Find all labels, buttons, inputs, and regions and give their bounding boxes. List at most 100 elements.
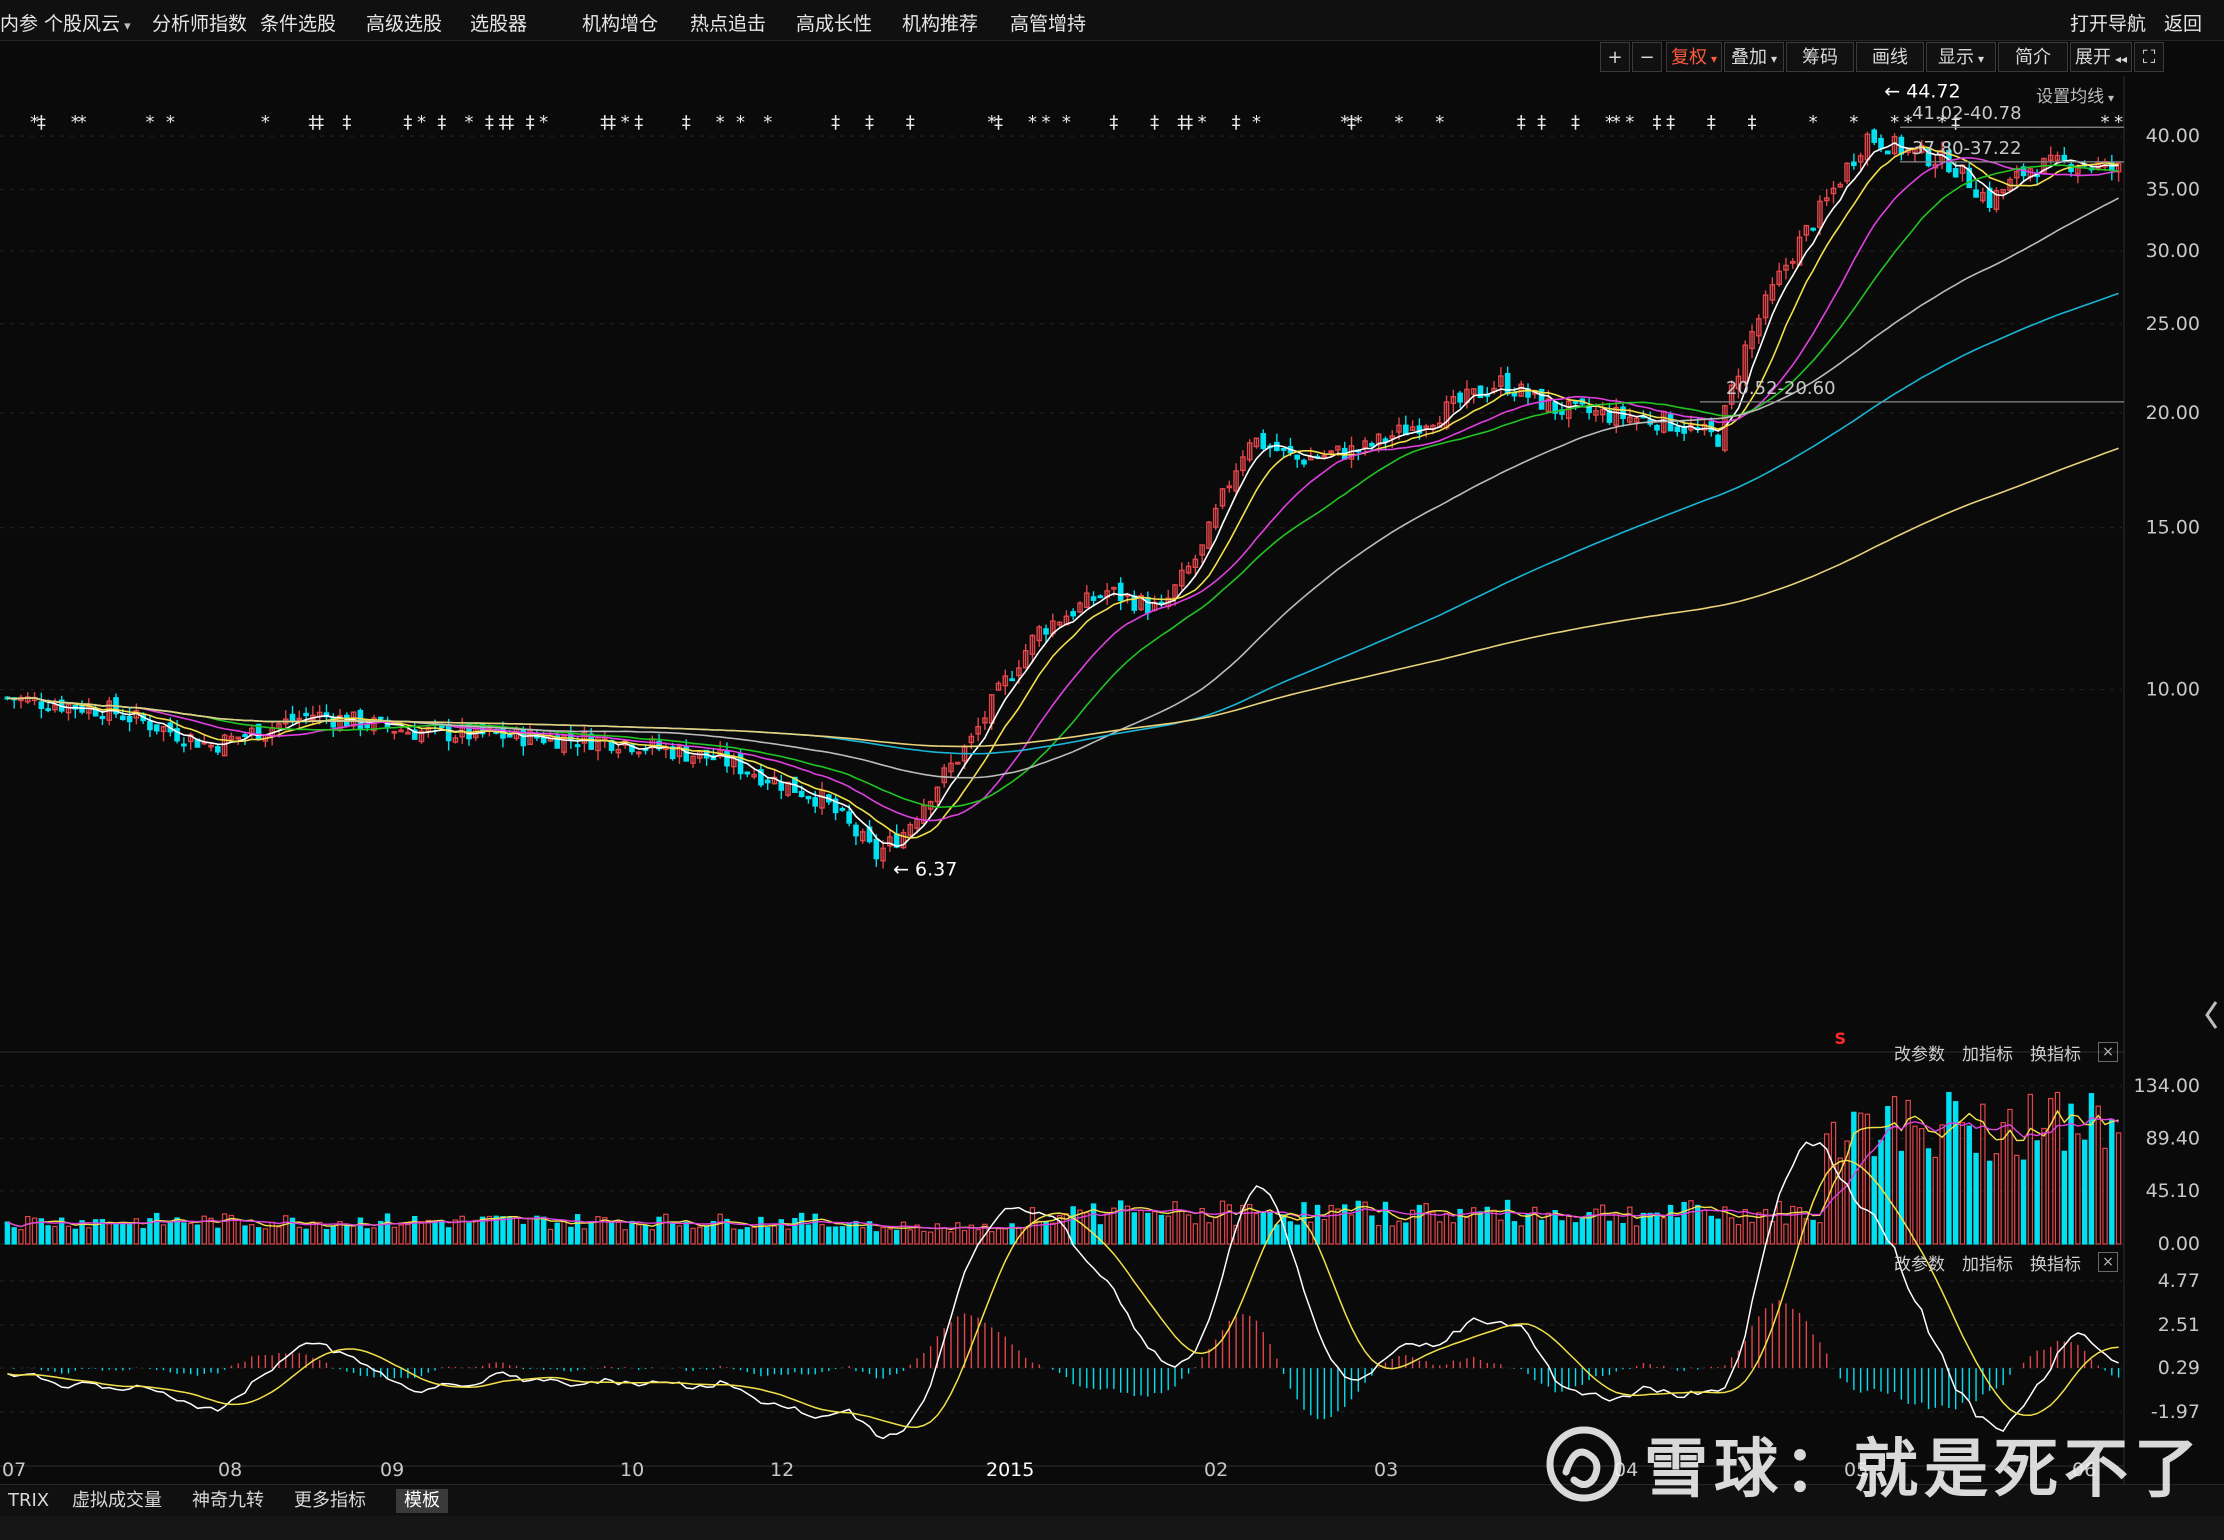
volume-bar — [350, 1224, 357, 1245]
volume-axis-label: 134.00 — [2134, 1075, 2200, 1097]
candle-body — [2115, 162, 2122, 173]
price-axis-label: 20.00 — [2146, 402, 2200, 424]
volume-bar — [1179, 1209, 1185, 1245]
volume-bar — [995, 1228, 1002, 1245]
tab-indicator[interactable]: 模板 — [396, 1489, 448, 1513]
volume-bar — [18, 1229, 24, 1245]
volume-bar — [1457, 1208, 1463, 1245]
volume-bar — [934, 1223, 941, 1245]
menu-item[interactable]: 选股器 — [470, 13, 528, 35]
menu-item[interactable]: 内参 — [0, 13, 39, 35]
volume-axis-label: 45.10 — [2146, 1180, 2200, 1202]
volume-bar — [1287, 1221, 1294, 1245]
candle-body — [1246, 442, 1253, 461]
menu-item[interactable]: 高成长性 — [796, 13, 873, 35]
menu-item[interactable]: 个股风云 — [44, 9, 131, 36]
add-indicator-button[interactable]: 加指标 — [1962, 1045, 2013, 1065]
candle-body — [1735, 375, 1742, 390]
candle-body — [1369, 442, 1375, 447]
ma-setting-dropdown[interactable]: 设置均线 — [2036, 82, 2114, 107]
candle-body — [561, 735, 567, 753]
volume-bar — [2000, 1122, 2006, 1245]
switch-indicator-button[interactable]: 换指标 — [2030, 1255, 2081, 1275]
candle-body — [1212, 507, 1219, 528]
tab-indicator[interactable]: TRIX — [8, 1490, 50, 1511]
volume-bar — [914, 1224, 920, 1245]
volume-bar — [1362, 1201, 1368, 1245]
candle-body — [1382, 438, 1389, 443]
tab-indicator[interactable]: 神奇九转 — [192, 1490, 264, 1511]
candle-body — [1823, 197, 1830, 202]
open-navigation-link[interactable]: 打开导航 — [2070, 13, 2147, 35]
candle-body — [1599, 408, 1606, 416]
candle-body — [737, 753, 744, 775]
volume-bar — [1464, 1216, 1470, 1245]
volume-bar — [473, 1219, 479, 1245]
volume-bar — [1695, 1204, 1701, 1245]
fullscreen-icon[interactable]: ⛶ — [2134, 42, 2164, 72]
volume-bar — [955, 1222, 961, 1245]
menu-item[interactable]: 高级选股 — [366, 13, 443, 35]
menu-item[interactable]: 热点追击 — [690, 13, 767, 35]
add-indicator-button[interactable]: 加指标 — [1962, 1255, 2013, 1275]
profile-button[interactable]: 简介 — [1998, 42, 2068, 72]
volume-bar — [1939, 1124, 1945, 1245]
candle-body — [1606, 409, 1613, 423]
volume-bar — [2041, 1127, 2047, 1245]
volume-bar — [1111, 1207, 1117, 1245]
trix-line — [7, 1141, 2119, 1440]
overlay-button[interactable]: 叠加 ▾ — [1724, 42, 1784, 72]
volume-bar — [1532, 1206, 1538, 1245]
volume-bar — [683, 1221, 689, 1245]
trix-pane-close-icon[interactable]: × — [2098, 1252, 2118, 1272]
chips-button[interactable]: 筹码 — [1786, 42, 1854, 72]
volume-bar — [1552, 1210, 1558, 1245]
volume-bar — [249, 1224, 255, 1245]
volume-bar — [907, 1229, 913, 1245]
event-marker: * — [1435, 112, 1444, 133]
candle-body — [629, 744, 635, 753]
volume-bar — [316, 1221, 323, 1245]
menu-item[interactable]: 高管增持 — [1010, 13, 1087, 35]
volume-bar — [663, 1213, 669, 1245]
candle-body — [1145, 597, 1151, 614]
side-collapse-icon[interactable] — [2204, 1000, 2218, 1030]
tab-indicator[interactable]: 更多指标 — [294, 1490, 366, 1511]
menu-item[interactable]: 条件选股 — [260, 13, 337, 35]
volume-bar — [1375, 1224, 1382, 1245]
edit-params-button[interactable]: 改参数 — [1894, 1045, 1945, 1065]
candle-body — [1878, 137, 1884, 149]
display-button[interactable]: 显示 ▾ — [1926, 42, 1996, 72]
edit-params-button[interactable]: 改参数 — [1894, 1255, 1945, 1275]
volume-bar — [1837, 1157, 1843, 1245]
zoom-in-button[interactable]: + — [1600, 42, 1630, 72]
tab-indicator[interactable]: 虚拟成交量 — [72, 1490, 162, 1511]
candle-body — [1233, 470, 1239, 492]
event-marker: * — [763, 112, 772, 133]
candle-body — [1009, 678, 1015, 682]
volume-bar — [778, 1219, 784, 1245]
draw-line-button[interactable]: 画线 — [1856, 42, 1924, 72]
volume-bar — [1450, 1222, 1457, 1245]
time-axis-label: 06 — [2072, 1459, 2096, 1481]
back-link[interactable]: 返回 — [2164, 13, 2203, 35]
volume-bar — [1504, 1199, 1511, 1245]
event-marker: * — [736, 112, 745, 133]
candle-body — [1980, 191, 1986, 202]
menu-item[interactable]: 机构增仓 — [582, 13, 659, 35]
switch-indicator-button[interactable]: 换指标 — [2030, 1045, 2081, 1065]
candle-body — [174, 728, 180, 742]
menu-item[interactable]: 机构推荐 — [902, 13, 979, 35]
menu-item[interactable]: 分析师指数 — [152, 13, 248, 35]
volume-pane-close-icon[interactable]: × — [2098, 1042, 2118, 1062]
candle-body — [1993, 189, 2000, 210]
zoom-out-button[interactable]: − — [1632, 42, 1662, 72]
time-axis-label: 08 — [218, 1459, 242, 1481]
volume-bar — [1735, 1224, 1742, 1245]
volume-bar — [194, 1224, 201, 1245]
fuquan-button[interactable]: 复权 ▾ — [1666, 42, 1722, 72]
expand-button[interactable]: 展开 ◂◂ — [2070, 42, 2132, 72]
event-marker: ‡ — [1184, 112, 1193, 133]
candle-body — [1335, 445, 1341, 451]
volume-bar — [1579, 1218, 1586, 1245]
